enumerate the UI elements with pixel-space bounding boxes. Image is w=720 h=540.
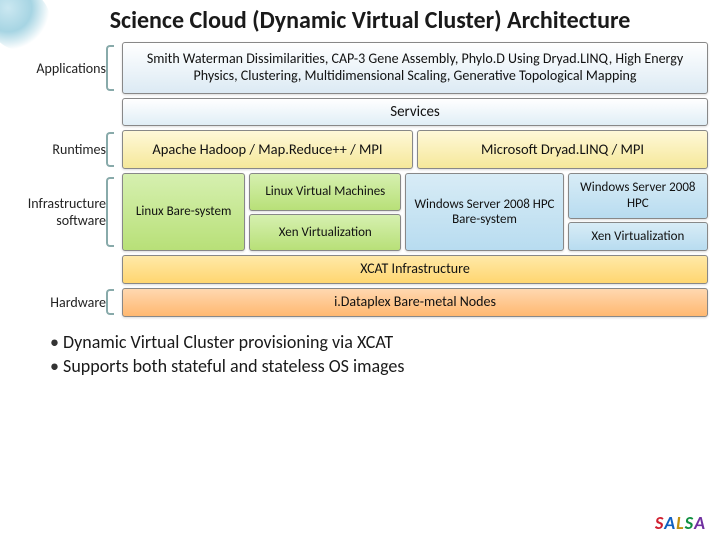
infra-xen-linux-box: Xen Virtualization	[249, 214, 401, 251]
applications-label-text: Applications	[36, 60, 106, 77]
page-title: Science Cloud (Dynamic Virtual Cluster) …	[0, 0, 720, 38]
bracket-icon	[106, 132, 114, 167]
layer-infrastructure: Infrastructure software Linux Bare-syste…	[12, 173, 708, 251]
infra-linux-vm-box: Linux Virtual Machines	[249, 173, 401, 210]
architecture-diagram: Applications Smith Waterman Dissimilarit…	[0, 38, 720, 316]
layer-services: Services	[12, 98, 708, 126]
bracket-icon	[106, 45, 114, 91]
applications-label: Applications	[12, 42, 112, 94]
layer-xcat: XCAT Infrastructure	[12, 255, 708, 284]
layer-runtimes: Runtimes Apache Hadoop / Map.Reduce++ / …	[12, 130, 708, 169]
salsa-logo: SALSA	[655, 512, 706, 534]
applications-box: Smith Waterman Dissimilarities, CAP-3 Ge…	[122, 42, 708, 94]
bullet-list: Dynamic Virtual Cluster provisioning via…	[0, 321, 720, 377]
infrastructure-label-text: Infrastructure software	[12, 195, 106, 229]
infra-windows-bare-box: Windows Server 2008 HPC Bare-system	[405, 173, 563, 251]
hardware-label: Hardware	[12, 288, 112, 317]
hardware-label-text: Hardware	[50, 294, 106, 311]
bullet-item: Supports both stateful and stateless OS …	[50, 355, 690, 377]
runtime-dryad-box: Microsoft Dryad.LINQ / MPI	[417, 130, 708, 169]
layer-applications: Applications Smith Waterman Dissimilarit…	[12, 42, 708, 94]
infrastructure-label: Infrastructure software	[12, 173, 112, 251]
xcat-box: XCAT Infrastructure	[122, 255, 708, 284]
bullet-item: Dynamic Virtual Cluster provisioning via…	[50, 331, 690, 353]
bracket-icon	[106, 289, 114, 315]
infra-linux-bare-box: Linux Bare-system	[122, 173, 245, 251]
services-box: Services	[122, 98, 708, 126]
runtimes-label-text: Runtimes	[52, 141, 106, 158]
bracket-icon	[106, 177, 114, 247]
runtimes-label: Runtimes	[12, 130, 112, 169]
layer-hardware: Hardware i.Dataplex Bare-metal Nodes	[12, 288, 708, 317]
infra-windows-hpc-box: Windows Server 2008 HPC	[568, 173, 708, 218]
runtime-hadoop-box: Apache Hadoop / Map.Reduce++ / MPI	[122, 130, 413, 169]
infra-xen-windows-box: Xen Virtualization	[568, 222, 708, 252]
hardware-box: i.Dataplex Bare-metal Nodes	[122, 288, 708, 317]
